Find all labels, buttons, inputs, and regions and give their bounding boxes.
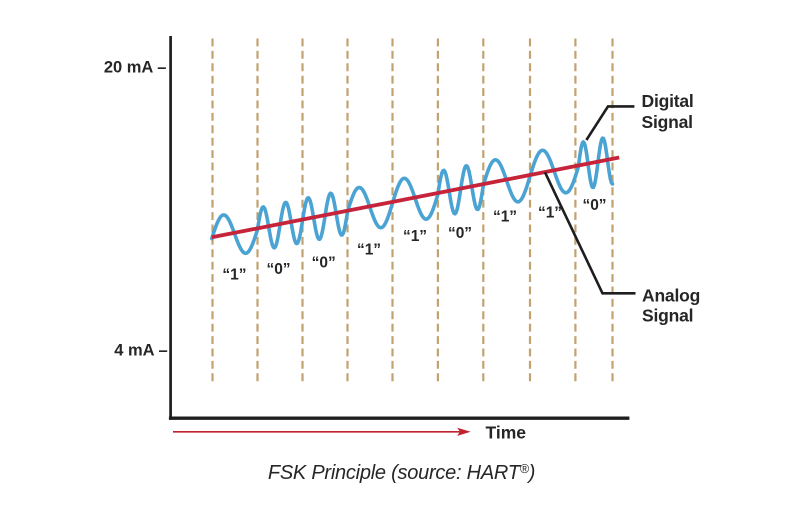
svg-text:“1”: “1”: [538, 205, 562, 222]
svg-text:“0”: “0”: [582, 197, 606, 214]
svg-text:Signal: Signal: [642, 112, 693, 132]
svg-text:“1”: “1”: [357, 242, 381, 259]
svg-text:“0”: “0”: [312, 255, 336, 272]
svg-text:4 mA –: 4 mA –: [114, 341, 168, 359]
svg-text:“0”: “0”: [448, 225, 472, 242]
svg-text:Digital: Digital: [642, 91, 694, 111]
svg-text:“1”: “1”: [403, 228, 427, 245]
svg-text:20 mA –: 20 mA –: [104, 59, 167, 77]
svg-text:“1”: “1”: [222, 267, 246, 284]
svg-text:“1”: “1”: [493, 209, 517, 226]
svg-text:Analog: Analog: [642, 286, 700, 306]
svg-text:Time: Time: [486, 422, 527, 442]
svg-text:Signal: Signal: [642, 306, 693, 326]
svg-text:“0”: “0”: [266, 261, 290, 278]
svg-text:FSK Principle (source: HART®): FSK Principle (source: HART®): [268, 462, 535, 484]
